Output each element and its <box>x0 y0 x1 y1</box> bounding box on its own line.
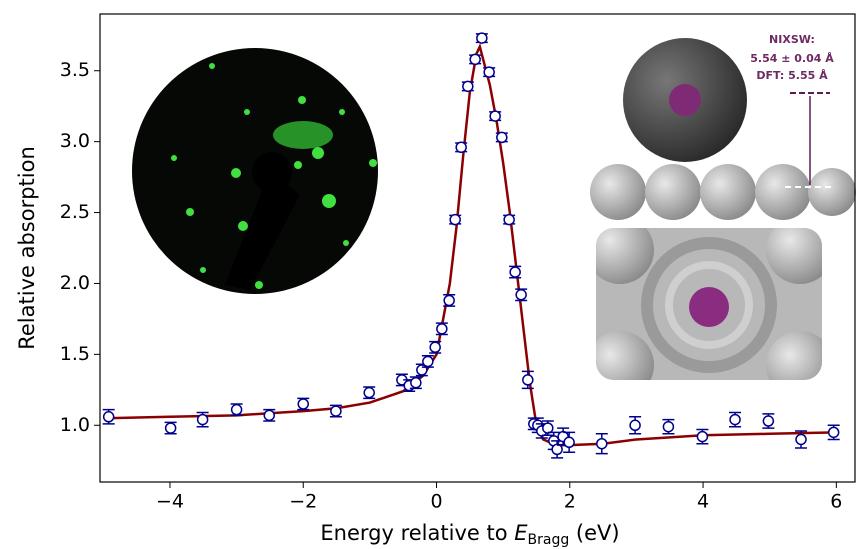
data-point <box>503 213 515 226</box>
data-point <box>762 415 775 427</box>
data-point <box>469 53 481 66</box>
x-label-text: (eV) <box>569 521 619 545</box>
data-point <box>522 374 534 386</box>
data-point <box>542 422 554 434</box>
data-point <box>515 289 527 301</box>
data-point <box>297 398 309 410</box>
x-label-text: Energy relative to <box>320 521 514 545</box>
x-tick-label: 0 <box>430 491 442 513</box>
data-point <box>563 436 575 449</box>
x-tick-label: 6 <box>830 491 842 513</box>
y-axis-label: Relative absorption <box>15 146 39 350</box>
data-point <box>729 413 741 426</box>
data-point <box>483 66 495 78</box>
data-point <box>596 437 608 450</box>
x-label-symbol: E <box>514 521 528 545</box>
annotation: 5.54 ± 0.04 Å <box>750 52 834 65</box>
x-tick-label: −4 <box>156 491 184 513</box>
data-point <box>449 213 461 226</box>
data-point <box>662 420 675 433</box>
data-point <box>629 419 641 432</box>
data-point <box>436 323 448 335</box>
data-point <box>795 433 807 446</box>
data-point <box>230 403 243 416</box>
x-axis-label: Energy relative to EBragg (eV) <box>320 521 619 548</box>
data-point <box>363 386 375 399</box>
data-point <box>476 32 488 44</box>
annotation: DFT: 5.55 Å <box>756 69 828 82</box>
data-point <box>164 422 177 434</box>
data-point <box>196 413 209 426</box>
x-label-subscript: Bragg <box>528 532 570 548</box>
data-point <box>496 131 508 144</box>
data-point <box>263 409 276 422</box>
x-tick-label: 4 <box>697 491 709 513</box>
y-tick-label: 3.0 <box>60 130 90 152</box>
y-tick-label: 1.0 <box>60 414 90 436</box>
data-point <box>330 405 342 417</box>
y-tick-label: 3.5 <box>60 59 90 81</box>
y-tick-label: 1.5 <box>60 343 90 365</box>
x-tick-label: −2 <box>289 491 317 513</box>
data-point <box>489 110 501 122</box>
data-point <box>509 266 521 278</box>
data-point <box>102 411 115 423</box>
data-point <box>410 376 422 389</box>
leed-image <box>132 48 378 294</box>
y-tick-label: 2.0 <box>60 272 90 294</box>
y-tick-label: 2.5 <box>60 201 90 223</box>
data-point <box>429 341 441 354</box>
data-point <box>827 426 840 439</box>
data-point <box>422 355 434 368</box>
molecule-image <box>590 38 856 380</box>
x-tick-label: 2 <box>564 491 576 513</box>
plot-frame <box>99 13 856 483</box>
data-point <box>696 430 709 443</box>
annotation: NIXSW: <box>769 33 815 46</box>
data-point <box>455 141 467 154</box>
data-point <box>462 80 474 93</box>
data-point <box>551 443 563 456</box>
data-point <box>443 294 455 307</box>
